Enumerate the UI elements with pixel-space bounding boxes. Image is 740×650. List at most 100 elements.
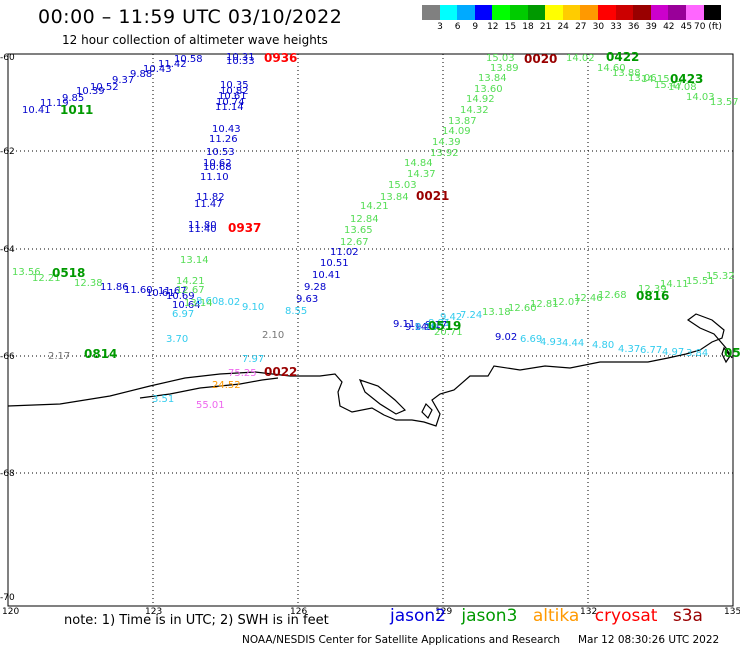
lat-tick-60: -60 — [0, 53, 15, 63]
generated-timestamp: Mar 12 08:30:26 UTC 2022 — [578, 634, 720, 646]
wave-height-label: 10.43 — [212, 124, 241, 135]
pass-time-label: 0423 — [670, 72, 703, 86]
wave-height-label: 10.33 — [226, 56, 255, 67]
pass-time-label: 0518 — [52, 266, 85, 280]
wave-height-label: 13.60 — [474, 84, 503, 95]
pass-time-label: 0814 — [84, 347, 117, 361]
legend-cryosat: cryosat — [594, 606, 658, 626]
graticule — [8, 54, 733, 606]
wave-height-label: 13.14 — [184, 298, 213, 309]
wave-height-label: 11.40 — [188, 224, 217, 235]
wave-height-label: 9.18 — [415, 322, 437, 333]
pass-time-label: 0519 — [428, 319, 461, 333]
wave-height-label: 11.47 — [194, 199, 223, 210]
wave-height-label: 12.81 — [530, 299, 559, 310]
wave-height-label: 11.02 — [330, 247, 359, 258]
wave-height-label: 12.38 — [74, 278, 103, 289]
wave-height-label: 10.35 — [220, 80, 249, 91]
satellite-legend: jason2 jason3 altika cryosat s3a — [390, 606, 713, 626]
wave-height-label: 2.10 — [262, 330, 284, 341]
wave-height-label: 14.39 — [432, 137, 461, 148]
wave-height-label: 13.56 — [12, 267, 41, 278]
wave-height-label: 12.84 — [350, 214, 379, 225]
wave-height-label: 14.03 — [686, 92, 715, 103]
wave-height-label: 9.88 — [130, 69, 152, 80]
scale-swatch — [474, 5, 493, 20]
wave-height-label: 10.82 — [220, 86, 249, 97]
wave-height-label: 13.87 — [448, 116, 477, 127]
wave-height-label: 11.86 — [100, 282, 129, 293]
wave-height-label: 10.41 — [22, 105, 51, 116]
wave-height-label: 9.14 — [405, 322, 427, 333]
scale-swatch — [668, 5, 686, 20]
wave-height-label: 11.42 — [158, 59, 187, 70]
pass-time-label: 05 — [724, 346, 740, 360]
wave-height-label: 10.74 — [216, 97, 245, 108]
pass-time-label: 0937 — [228, 221, 261, 235]
wave-height-label: 11.19 — [40, 98, 69, 109]
wave-height-label: 9.85 — [62, 93, 84, 104]
scale-label: 12 — [487, 22, 499, 32]
pass-time-label: 0021 — [416, 189, 449, 203]
wave-height-label: 14.32 — [460, 105, 489, 116]
wave-height-label: 20.71 — [434, 327, 463, 338]
wave-height-label: 10.61 — [146, 288, 175, 299]
scale-label: 39 — [645, 22, 657, 32]
wave-height-label: 11.26 — [209, 134, 238, 145]
wave-height-label: 9.02 — [495, 332, 517, 343]
lon-tick-120: 120 — [2, 607, 19, 617]
pass-time-label: 0022 — [264, 365, 297, 379]
scale-label: 36 — [627, 22, 640, 32]
scale-label: 24 — [557, 22, 569, 32]
legend-altika: altika — [532, 606, 580, 626]
wave-height-label: 2.17 — [48, 351, 70, 362]
wave-height-label: 9.42 — [440, 312, 462, 323]
lat-tick-68: -68 — [0, 469, 15, 479]
scale-label: 33 — [610, 22, 622, 32]
scale-label: 45 — [680, 22, 693, 32]
wave-height-label: 13.18 — [482, 307, 511, 318]
scale-label: 9 — [472, 22, 479, 32]
pass-time-label: 1011 — [60, 103, 93, 117]
wave-height-label: 7.24 — [460, 310, 482, 321]
wave-height-label: 10.51 — [320, 258, 349, 269]
wave-height-label: 10.62 — [203, 158, 232, 169]
scale-label: 27 — [575, 22, 587, 32]
wave-height-label: 10.53 — [206, 147, 235, 158]
scale-swatch — [685, 5, 704, 20]
map-frame — [7, 53, 734, 607]
wave-height-label: 9.28 — [304, 282, 326, 293]
scale-label: 21 — [539, 22, 552, 32]
wave-height-label: 14.92 — [466, 94, 495, 105]
wave-height-label: 9.10 — [242, 302, 264, 313]
scale-label: 3 — [437, 22, 443, 32]
lat-tick-66: -66 — [0, 352, 15, 362]
wave-height-label: 14.11 — [660, 279, 689, 290]
wave-height-label: 6.97 — [172, 309, 194, 320]
wave-height-label: 14.60 — [597, 63, 626, 74]
wave-height-label: 10.61 — [218, 91, 247, 102]
wave-height-label: 14.84 — [404, 158, 433, 169]
lon-tick-126: 126 — [290, 607, 307, 617]
wave-height-label: 9.63 — [296, 294, 318, 305]
wave-height-label: 14.15 — [641, 74, 670, 85]
wave-height-label: 10.69 — [166, 291, 195, 302]
scale-swatch — [650, 5, 669, 20]
legend-jason3: jason3 — [461, 606, 518, 626]
wave-height-label: 24.52 — [212, 380, 241, 391]
wave-height-label: 12.39 — [638, 284, 667, 295]
wave-height-label: 14.21 — [176, 276, 205, 287]
wave-height-label: 13.84 — [380, 192, 409, 203]
wave-height-label: 10.31 — [226, 52, 255, 63]
wave-height-label: 13.88 — [612, 68, 641, 79]
lon-tick-132: 132 — [580, 607, 597, 617]
wave-height-label: 14.02 — [566, 53, 595, 64]
wave-height-label: 13.06 — [628, 73, 657, 84]
lon-tick-123: 123 — [145, 607, 162, 617]
lon-tick-129: 129 — [435, 607, 452, 617]
wave-height-label: 75.25 — [228, 368, 257, 379]
wave-height-label: 13.84 — [478, 73, 507, 84]
wave-height-label: 13.89 — [490, 63, 519, 74]
wave-height-label: 10.58 — [174, 54, 203, 65]
wave-height-label: 7.97 — [242, 354, 264, 365]
